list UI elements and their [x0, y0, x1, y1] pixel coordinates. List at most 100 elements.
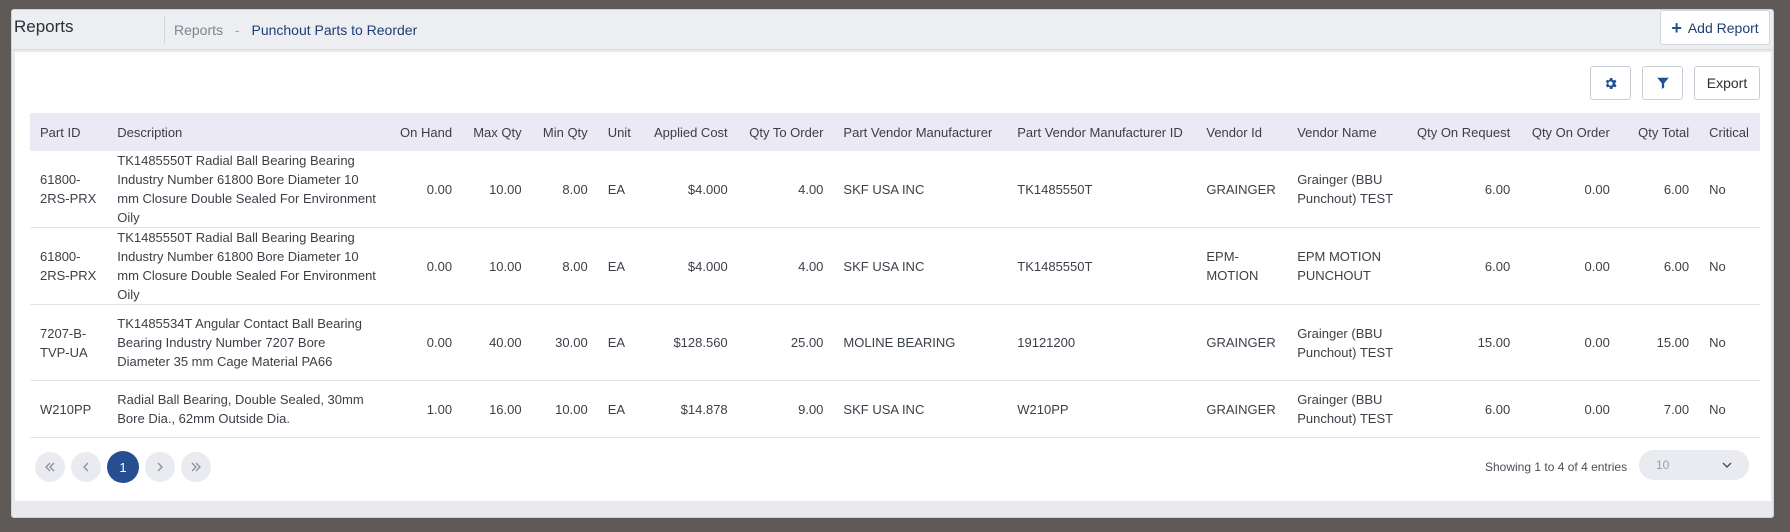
cell-applied-cost: $4.000	[642, 227, 738, 305]
plus-icon: +	[1671, 17, 1682, 38]
column-header[interactable]: Applied Cost	[653, 124, 728, 140]
column-header[interactable]: Vendor Name	[1297, 124, 1377, 140]
cell-min-qty: 8.00	[531, 227, 598, 305]
cell-unit: EA	[597, 380, 643, 438]
add-report-label: Add Report	[1687, 19, 1759, 36]
gear-icon	[1605, 77, 1617, 89]
cell-qty-on-request: 6.00	[1405, 227, 1521, 305]
cell-min-qty: 10.00	[531, 380, 598, 438]
cell-max-qty: 10.00	[462, 151, 532, 228]
chevron-down-icon	[1722, 462, 1732, 468]
cell-vendor-manufacturer: SKF USA INC	[833, 380, 1008, 438]
cell-unit: EA	[597, 151, 643, 228]
cell-max-qty: 16.00	[462, 380, 532, 438]
cell-qty-to-order: 25.00	[737, 304, 834, 381]
cell-vendor-id: EPM-MOTION	[1196, 227, 1288, 305]
cell-qty-to-order: 4.00	[737, 227, 834, 305]
page-size-value: 10	[1656, 458, 1670, 472]
next-page-button[interactable]	[145, 452, 175, 482]
cell-part-id: 7207-B-TVP-UA	[30, 304, 108, 381]
cell-min-qty: 30.00	[531, 304, 598, 381]
column-header[interactable]: Qty To Order	[749, 124, 824, 140]
cell-description: TK1485550T Radial Ball Bearing Bearing I…	[107, 151, 389, 228]
report-table: Part ID Description On Hand Max Qty Min …	[30, 113, 1760, 438]
add-report-button[interactable]: + Add Report	[1660, 10, 1770, 45]
column-header[interactable]: Part Vendor Manufacturer ID	[1017, 124, 1183, 140]
cell-vendor-id: GRAINGER	[1196, 304, 1288, 381]
cell-on-hand: 0.00	[388, 304, 463, 381]
settings-button[interactable]	[1590, 66, 1631, 100]
cell-critical: No	[1699, 227, 1760, 305]
cell-vendor-manufacturer-id: 19121200	[1007, 304, 1197, 381]
divider	[164, 16, 165, 43]
table-row[interactable]: 61800-2RS-PRX TK1485550T Radial Ball Bea…	[30, 151, 1760, 228]
chevron-right-icon	[157, 462, 163, 472]
cell-part-id: 61800-2RS-PRX	[30, 151, 108, 228]
cell-applied-cost: $4.000	[642, 151, 738, 228]
last-page-button[interactable]	[181, 452, 211, 482]
cell-qty-to-order: 4.00	[737, 151, 834, 228]
column-header[interactable]: Part Vendor Manufacturer	[843, 124, 993, 140]
cell-vendor-manufacturer: SKF USA INC	[833, 151, 1008, 228]
cell-qty-on-request: 15.00	[1405, 304, 1521, 381]
column-header[interactable]: Qty On Order	[1531, 124, 1610, 140]
cell-qty-to-order: 9.00	[737, 380, 834, 438]
column-header[interactable]: Max Qty	[473, 124, 522, 140]
pagination: 1	[35, 451, 211, 483]
cell-qty-on-order: 0.00	[1520, 304, 1620, 381]
column-header[interactable]: Min Qty	[542, 124, 588, 140]
column-header[interactable]: Qty Total	[1638, 124, 1690, 140]
cell-applied-cost: $128.560	[642, 304, 738, 381]
cell-description: Radial Ball Bearing, Double Sealed, 30mm…	[107, 380, 389, 438]
cell-qty-total: 6.00	[1619, 151, 1700, 228]
previous-page-button[interactable]	[71, 452, 101, 482]
page-title: Reports	[14, 17, 74, 36]
cell-description: TK1485550T Radial Ball Bearing Bearing I…	[107, 227, 389, 305]
cell-critical: No	[1699, 380, 1760, 438]
breadcrumb-current: Punchout Parts to Reorder	[251, 22, 418, 38]
column-header[interactable]: Vendor Id	[1206, 124, 1263, 140]
entries-summary: Showing 1 to 4 of 4 entries	[1485, 460, 1628, 474]
cell-qty-on-request: 6.00	[1405, 151, 1521, 228]
cell-qty-on-order: 0.00	[1520, 151, 1620, 228]
column-header[interactable]: Part ID	[40, 124, 81, 140]
cell-qty-on-order: 0.00	[1520, 380, 1620, 438]
first-page-button[interactable]	[35, 452, 65, 482]
column-header[interactable]: Description	[117, 124, 183, 140]
column-header[interactable]: Critical	[1709, 124, 1749, 140]
export-button[interactable]: Export	[1694, 66, 1760, 100]
report-panel: Export Part ID Description On Hand Max Q…	[15, 52, 1771, 501]
breadcrumb-reports-link[interactable]: Reports	[174, 22, 224, 38]
cell-vendor-manufacturer-id: TK1485550T	[1007, 227, 1197, 305]
cell-on-hand: 1.00	[388, 380, 463, 438]
cell-unit: EA	[597, 227, 643, 305]
table-row[interactable]: W210PP Radial Ball Bearing, Double Seale…	[30, 380, 1760, 438]
cell-vendor-id: GRAINGER	[1196, 151, 1288, 228]
table-row[interactable]: 7207-B-TVP-UA TK1485534T Angular Contact…	[30, 304, 1760, 381]
cell-critical: No	[1699, 151, 1760, 228]
cell-vendor-manufacturer: SKF USA INC	[833, 227, 1008, 305]
page-1-button[interactable]: 1	[107, 451, 139, 483]
filter-button[interactable]	[1642, 66, 1683, 100]
cell-qty-total: 6.00	[1619, 227, 1700, 305]
cell-qty-total: 15.00	[1619, 304, 1700, 381]
column-header[interactable]: Unit	[607, 124, 631, 140]
cell-qty-total: 7.00	[1619, 380, 1700, 438]
cell-on-hand: 0.00	[388, 151, 463, 228]
cell-max-qty: 10.00	[462, 227, 532, 305]
cell-min-qty: 8.00	[531, 151, 598, 228]
breadcrumb-separator: -	[234, 22, 240, 38]
app-window: Reports Reports - Punchout Parts to Reor…	[11, 9, 1774, 518]
cell-on-hand: 0.00	[388, 227, 463, 305]
filter-icon	[1656, 77, 1669, 89]
page-size-select[interactable]: 10	[1639, 450, 1749, 480]
cell-applied-cost: $14.878	[642, 380, 738, 438]
cell-part-id: 61800-2RS-PRX	[30, 227, 108, 305]
cell-vendor-name: Grainger (BBU Punchout) TEST	[1287, 151, 1406, 228]
column-header[interactable]: On Hand	[400, 124, 453, 140]
table-row[interactable]: 61800-2RS-PRX TK1485550T Radial Ball Bea…	[30, 227, 1760, 305]
cell-vendor-manufacturer-id: TK1485550T	[1007, 151, 1197, 228]
column-header[interactable]: Qty On Request	[1416, 124, 1511, 140]
cell-qty-on-order: 0.00	[1520, 227, 1620, 305]
cell-unit: EA	[597, 304, 643, 381]
